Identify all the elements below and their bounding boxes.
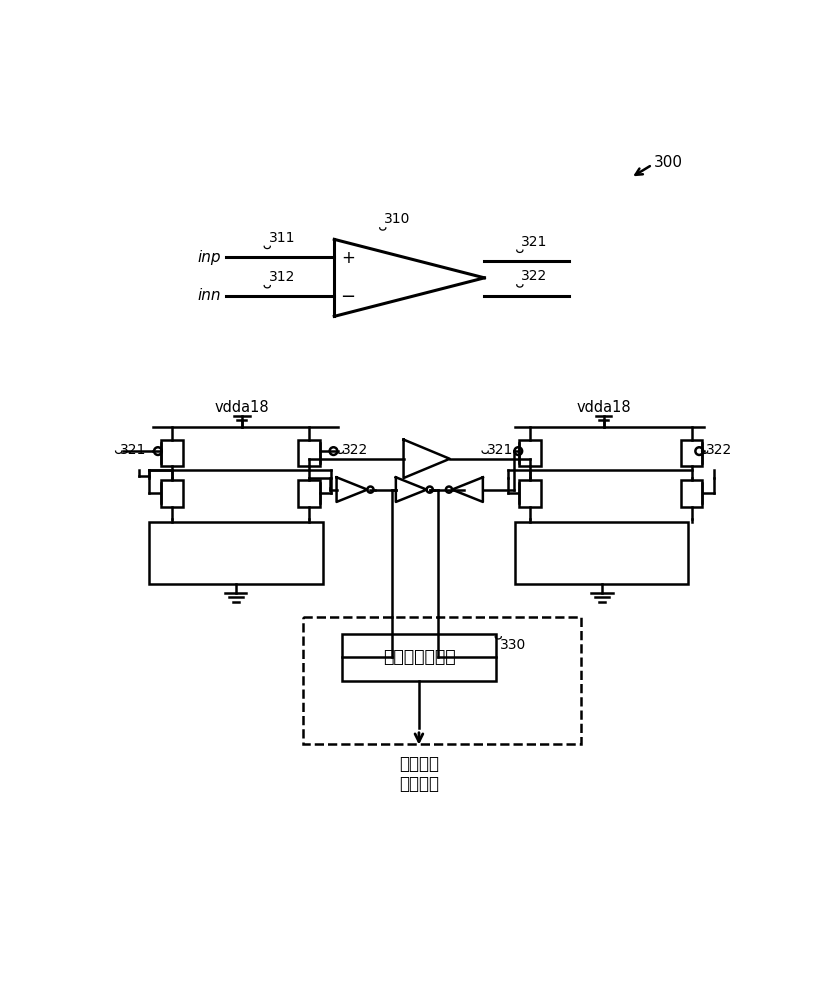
Bar [303, 617, 580, 744]
Bar [298, 480, 320, 507]
Text: inp: inp [197, 250, 221, 265]
Text: 300: 300 [654, 155, 683, 170]
Text: +: + [341, 249, 355, 267]
Text: 330: 330 [500, 638, 526, 652]
Text: 321: 321 [522, 235, 548, 249]
Text: 312: 312 [269, 270, 295, 284]
Bar [298, 440, 320, 466]
Bar [515, 522, 689, 584]
Text: 310: 310 [385, 212, 411, 226]
Text: 对称电平移位器: 对称电平移位器 [383, 648, 455, 666]
Bar [342, 634, 496, 681]
Bar [680, 440, 702, 466]
Bar [161, 440, 182, 466]
Bar [150, 522, 323, 584]
Text: 322: 322 [522, 269, 548, 283]
Text: vdda18: vdda18 [576, 400, 631, 415]
Bar [519, 480, 541, 507]
Text: 322: 322 [706, 443, 732, 457]
Text: vdda18: vdda18 [214, 400, 269, 415]
Bar [680, 480, 702, 507]
Text: −: − [340, 288, 355, 306]
Text: 311: 311 [269, 231, 296, 245]
Text: 322: 322 [342, 443, 368, 457]
Bar [161, 480, 182, 507]
Text: 数据恢复: 数据恢复 [399, 774, 439, 792]
Text: inn: inn [197, 288, 221, 303]
Text: 321: 321 [486, 443, 513, 457]
Text: 321: 321 [120, 443, 146, 457]
Text: 去往时钟: 去往时钟 [399, 755, 439, 773]
Bar [519, 440, 541, 466]
